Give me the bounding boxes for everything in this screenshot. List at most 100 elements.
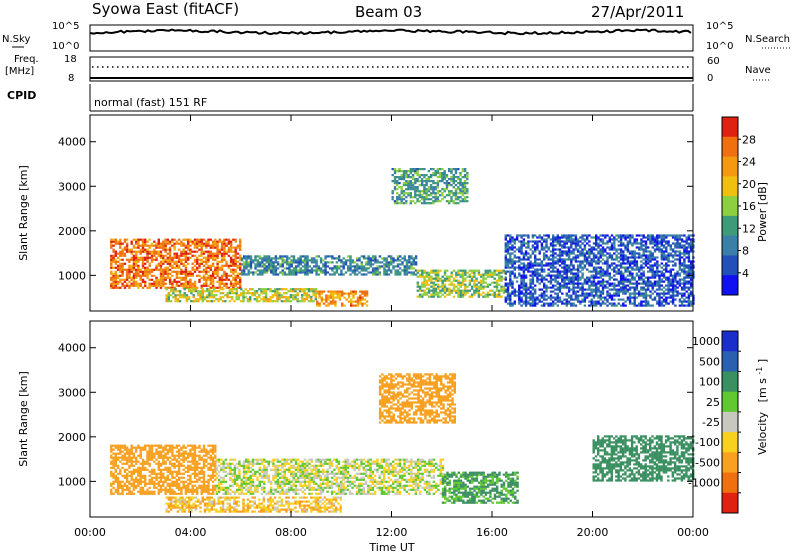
power-cell [531, 278, 535, 281]
velocity-cell [121, 456, 124, 459]
power-cell [128, 248, 131, 251]
velocity-cell [139, 454, 142, 457]
power-cell [305, 292, 308, 295]
power-cell [592, 302, 596, 305]
power-cell [218, 238, 221, 241]
power-cell [123, 240, 127, 243]
power-cell [437, 269, 440, 272]
velocity-cell [119, 484, 122, 487]
power-cell [144, 250, 147, 253]
power-cell [196, 250, 199, 253]
power-cell [173, 278, 176, 281]
power-cell [545, 278, 548, 281]
power-cell [376, 267, 379, 270]
velocity-cell [123, 452, 127, 455]
velocity-cell [121, 480, 124, 483]
power-cell [463, 170, 467, 173]
power-cell [502, 277, 505, 280]
power-cell [592, 246, 596, 249]
power-cell [638, 234, 641, 237]
power-cell [157, 282, 160, 285]
power-cell [669, 294, 672, 297]
power-cell [531, 298, 535, 301]
power-cell [430, 281, 433, 284]
power-cell [182, 258, 185, 261]
power-cell [408, 265, 411, 268]
power-cell [217, 300, 220, 303]
power-cell [534, 274, 537, 277]
power-cell [228, 288, 232, 291]
power-cell [402, 202, 406, 205]
power-cell [563, 284, 566, 287]
velocity-cell [148, 478, 151, 481]
power-cell [574, 296, 578, 299]
power-cell [155, 252, 158, 255]
velocity-cell [125, 488, 129, 491]
velocity-cell [159, 468, 163, 471]
power-cell [459, 285, 462, 288]
power-cell [137, 256, 140, 259]
power-cell [410, 263, 413, 266]
power-cell [324, 271, 327, 274]
power-cell [506, 260, 510, 263]
power-cell [461, 277, 465, 280]
power-cell [540, 294, 544, 297]
power-cell [642, 274, 645, 277]
power-cell [690, 276, 693, 279]
power-cell [427, 190, 431, 193]
power-cell [184, 254, 188, 257]
power-cell [520, 276, 523, 279]
power-cell [511, 252, 514, 255]
power-cell [493, 285, 496, 288]
power-cell [184, 258, 188, 261]
power-cell [531, 304, 535, 307]
power-cell [554, 288, 557, 291]
power-cell [509, 304, 512, 307]
velocity-cell [141, 480, 145, 483]
power-cell [182, 248, 185, 251]
power-cell [220, 256, 224, 259]
power-cell [656, 266, 659, 269]
power-cell [536, 246, 539, 249]
power-cell [247, 255, 250, 258]
power-cell [427, 198, 431, 201]
power-cell [220, 280, 224, 283]
power-cell [455, 275, 458, 278]
power-cell [214, 240, 217, 243]
power-cell [418, 273, 422, 276]
power-cell [466, 190, 469, 193]
power-cell [504, 242, 507, 245]
power-cell [477, 271, 481, 274]
velocity-cell [123, 488, 127, 491]
power-cell [332, 292, 335, 295]
power-cell [166, 242, 169, 245]
power-cell [310, 298, 313, 301]
power-cell [189, 280, 192, 283]
power-cell [576, 276, 580, 279]
power-cell [613, 288, 616, 291]
power-cell [443, 172, 446, 175]
power-cell [513, 240, 516, 243]
power-cell [678, 298, 682, 301]
power-cell [531, 252, 535, 255]
power-cell [233, 300, 236, 303]
power-cell [649, 240, 652, 243]
power-cell [540, 288, 544, 291]
power-cell [477, 291, 481, 294]
power-cell [393, 178, 397, 181]
power-cell [608, 272, 611, 275]
power-cell [590, 280, 593, 283]
power-cell [518, 258, 521, 261]
power-cell [511, 302, 514, 305]
power-cell [215, 294, 218, 297]
power-cell [586, 238, 589, 241]
velocity-cell [148, 450, 151, 453]
velocity-cell [148, 452, 151, 455]
power-cell [434, 182, 437, 185]
power-cell [349, 261, 352, 264]
power-cell [690, 264, 693, 267]
power-cell [439, 174, 442, 177]
power-cell [439, 172, 442, 175]
power-cell [420, 174, 424, 177]
power-cell [429, 202, 433, 205]
